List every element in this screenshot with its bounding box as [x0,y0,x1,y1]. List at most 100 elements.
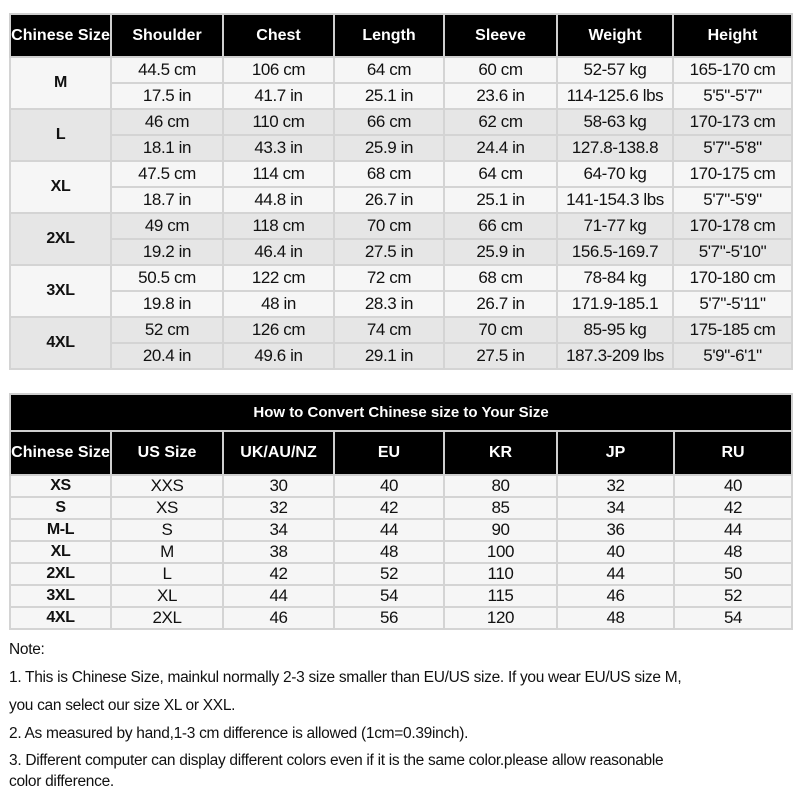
cell-chest-cm: 122 cm [222,264,335,292]
conversion-row: M-L S 34 44 90 36 44 [9,518,794,542]
size-label: 4XL [9,606,112,630]
cell-sleeve-cm: 68 cm [443,264,558,292]
cell-length-cm: 74 cm [333,316,445,344]
size-label: XS [9,474,112,498]
cell-kr: 115 [443,584,558,608]
conversion-row: 2XL L 42 52 110 44 50 [9,562,794,586]
cell-jp: 44 [556,562,675,586]
header-uk-au-nz: UK/AU/NZ [222,430,335,476]
note-line: 2. As measured by hand,1-3 cm difference… [9,725,469,742]
cell-kr: 85 [443,496,558,520]
size-label: M [9,56,112,110]
measurement-table: Chinese Size Shoulder Chest Length Sleeve Wei… [9,13,793,370]
cell-shoulder-cm: 47.5 cm [110,160,224,188]
cell-eu: 52 [333,562,445,586]
size-label: L [9,108,112,162]
cell-jp: 40 [556,540,675,564]
cell-height-cm: 170-180 cm [672,264,793,292]
cell-chest-in: 46.4 in [222,238,335,266]
cell-uk-au-nz: 30 [222,474,335,498]
header-jp: JP [556,430,675,476]
cell-weight-in: 141-154.3 lbs [556,186,674,214]
header-chinese-size: Chinese Size [9,13,112,58]
size-row-in: 17.5 in 41.7 in 25.1 in 23.6 in 114-125.6 lb… [10,82,793,110]
cell-ru: 40 [672,474,794,498]
header-kr: KR [443,430,558,476]
cell-sleeve-cm: 64 cm [443,160,558,188]
cell-weight-cm: 52-57 kg [556,56,674,84]
cell-length-cm: 66 cm [333,108,445,136]
cell-eu: 54 [333,584,445,608]
cell-uk-au-nz: 34 [222,518,335,542]
cell-weight-in: 114-125.6 lbs [556,82,674,110]
cell-length-in: 25.1 in [333,82,445,110]
size-label: 4XL [9,316,112,370]
cell-jp: 36 [556,518,675,542]
cell-kr: 110 [443,562,558,586]
cell-shoulder-in: 19.8 in [110,290,224,318]
cell-jp: 32 [556,474,675,498]
cell-sleeve-cm: 66 cm [443,212,558,240]
cell-chest-cm: 118 cm [222,212,335,240]
cell-weight-in: 171.9-185.1 [556,290,674,318]
note-line: color difference. [9,773,114,790]
cell-length-cm: 72 cm [333,264,445,292]
size-label: M-L [9,518,112,542]
cell-kr: 90 [443,518,558,542]
cell-sleeve-cm: 70 cm [443,316,558,344]
cell-jp: 46 [556,584,675,608]
cell-chest-cm: 114 cm [222,160,335,188]
size-row-cm: 4XL 52 cm 126 cm 74 cm 70 cm 85-95 kg 175-185 … [9,316,793,370]
cell-height-cm: 170-175 cm [672,160,793,188]
cell-height-in: 5'9"-6'1" [672,342,793,370]
cell-us-size: S [110,518,224,542]
cell-sleeve-in: 23.6 in [443,82,558,110]
cell-shoulder-cm: 52 cm [110,316,224,344]
cell-eu: 56 [333,606,445,630]
cell-chest-in: 49.6 in [222,342,335,370]
cell-us-size: XXS [110,474,224,498]
header-chinese-size: Chinese Size [9,430,112,476]
size-label: XL [9,540,112,564]
size-row-cm: 2XL 49 cm 118 cm 70 cm 66 cm 71-77 kg 170-178 … [9,212,793,266]
cell-sleeve-in: 27.5 in [443,342,558,370]
cell-us-size: M [110,540,224,564]
cell-ru: 52 [672,584,794,608]
cell-kr: 120 [443,606,558,630]
cell-ru: 50 [672,562,794,586]
header-length: Length [333,13,445,58]
conversion-row: XS XXS 30 40 80 32 40 [9,474,794,498]
cell-chest-cm: 126 cm [222,316,335,344]
note-line: 1. This is Chinese Size, mainkul normall… [9,669,682,686]
cell-height-in: 5'7"-5'8" [672,134,793,162]
cell-ru: 48 [672,540,794,564]
cell-shoulder-cm: 44.5 cm [110,56,224,84]
size-row-cm: L 46 cm 110 cm 66 cm 62 cm 58-63 kg 170-173 cm [9,108,793,162]
cell-ru: 42 [672,496,794,520]
cell-shoulder-in: 19.2 in [110,238,224,266]
cell-us-size: XS [110,496,224,520]
cell-jp: 34 [556,496,675,520]
header-eu: EU [333,430,445,476]
header-chest: Chest [222,13,335,58]
size-label: 3XL [9,584,112,608]
cell-length-in: 27.5 in [333,238,445,266]
conversion-table: How to Convert Chinese size to Your Size… [8,393,794,630]
cell-sleeve-in: 26.7 in [443,290,558,318]
cell-kr: 80 [443,474,558,498]
notes-heading: Note: [9,641,45,658]
cell-sleeve-cm: 62 cm [443,108,558,136]
conversion-title: How to Convert Chinese size to Your Size [8,393,794,432]
note-line: 3. Different computer can display differ… [9,752,664,769]
cell-sleeve-in: 24.4 in [443,134,558,162]
header-shoulder: Shoulder [110,13,224,58]
size-label: 2XL [9,562,112,586]
size-row-cm: 3XL 50.5 cm 122 cm 72 cm 68 cm 78-84 kg 170-18… [9,264,793,318]
measurement-header-row: Chinese Size Shoulder Chest Length Sleeve Wei… [9,13,793,58]
cell-uk-au-nz: 38 [222,540,335,564]
header-weight: Weight [556,13,674,58]
cell-sleeve-cm: 60 cm [443,56,558,84]
cell-us-size: XL [110,584,224,608]
cell-weight-cm: 78-84 kg [556,264,674,292]
cell-shoulder-in: 20.4 in [110,342,224,370]
